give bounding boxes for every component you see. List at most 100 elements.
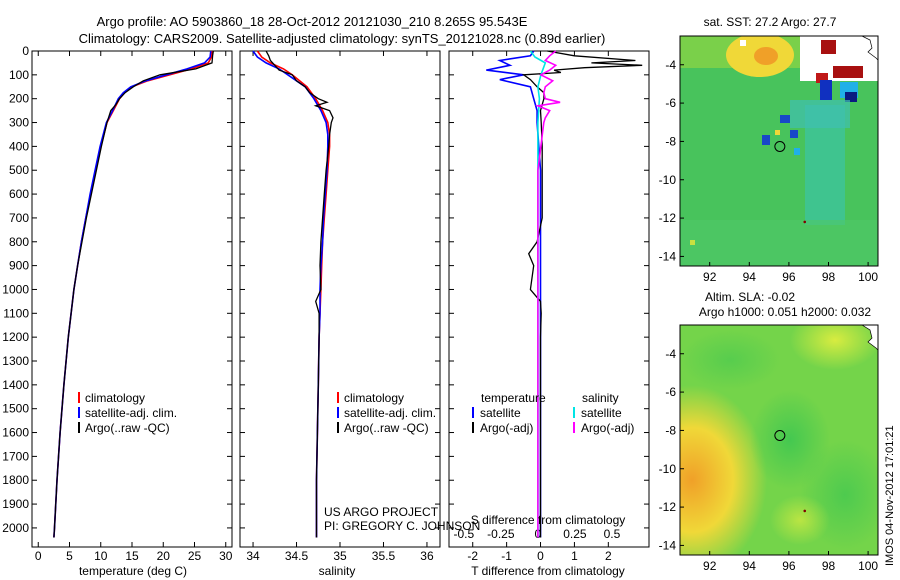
diff-legend-label-0: satellite [480, 406, 521, 420]
sla-map-frame [679, 324, 879, 556]
difference-s-label: S difference from climatology [471, 513, 626, 527]
sst-secondary-marker [803, 220, 807, 224]
y-tick-label-17: 1700 [2, 449, 29, 463]
sst-white-speck [740, 40, 746, 46]
y-tick-label-20: 2000 [2, 521, 29, 535]
credits-line2: PI: GREGORY C. JOHNSON [324, 519, 480, 533]
temp-x-tick-label-3: 15 [125, 549, 139, 563]
sla-map-ticks: 92 94 96 98 100 -4 -6 -8 -10 -12 -14 [659, 347, 879, 573]
diff-legend-label-3: Argo(-adj) [581, 421, 634, 435]
difference-s-x-ticks: -0.5 -0.25 0 0.25 0.5 [453, 527, 620, 541]
sla-argo-marker [774, 429, 786, 441]
map-y-tick-label-1: -6 [665, 96, 676, 110]
series-line-1 [53, 50, 212, 538]
sla-warm-anomaly [680, 385, 767, 555]
salinity-series [252, 50, 334, 538]
sst-south-band [680, 220, 878, 266]
sst-coastline [861, 36, 878, 61]
map-x-tick-label-3: 98 [822, 559, 836, 573]
map-y-tick-label-3: -10 [659, 173, 677, 187]
sst-cool-patch-3 [845, 92, 857, 102]
y-tick-label-14: 1400 [2, 378, 29, 392]
sla-map-title-2: Argo h1000: 0.051 h2000: 0.032 [699, 305, 871, 319]
sst-cool-patch-6 [762, 135, 770, 145]
map-x-tick-label-0: 92 [703, 559, 717, 573]
diff-legend-title-s: salinity [582, 391, 619, 405]
map-y-tick-label-1: -6 [665, 385, 676, 399]
ds-tick-label-3: 0.25 [563, 527, 587, 541]
temp-x-tick-label-5: 25 [188, 549, 202, 563]
diff-legend-label-1: Argo(-adj) [480, 421, 533, 435]
sla-green-north [680, 330, 780, 390]
map-y-tick-label-2: -8 [665, 134, 676, 148]
dt-x-tick-label-2: 0 [537, 549, 544, 563]
map-y-tick-label-0: -4 [665, 58, 676, 72]
salinity-x-ticks: 34 34.5 35 35.5 36 [246, 51, 434, 563]
dt-x-tick-label-1: -1 [501, 549, 512, 563]
dt-x-tick-label-0: -2 [467, 549, 478, 563]
sst-yellow-speck [775, 130, 780, 135]
temp-x-tick-label-4: 20 [157, 549, 171, 563]
ds-tick-label-1: -0.25 [487, 527, 515, 541]
y-tick-label-3: 300 [9, 116, 29, 130]
difference-t-x-ticks: -2 -1 0 1 2 [467, 51, 612, 563]
sst-map-ticks: 92 94 96 98 100 -4 -6 -8 -10 -12 -14 [659, 58, 879, 284]
header-line2: Climatology: CARS2009. Satellite-adjuste… [79, 31, 606, 46]
y-tick-label-1: 100 [9, 68, 29, 82]
map-y-tick-label-4: -12 [659, 500, 677, 514]
y-tick-label-12: 1200 [2, 330, 29, 344]
sla-yellow-south [770, 495, 830, 545]
temp-legend-label-0: climatology [85, 391, 145, 405]
sst-cool-patch-4 [780, 115, 790, 123]
sal-x-tick-label-3: 35.5 [372, 549, 396, 563]
sst-map-frame [679, 35, 879, 267]
temp-x-tick-label-6: 30 [219, 549, 233, 563]
map-x-tick-label-2: 96 [782, 559, 796, 573]
y-tick-label-8: 800 [9, 235, 29, 249]
temperature-series [53, 50, 214, 538]
sst-map-image [680, 36, 878, 266]
side-timestamp: IMOS 04-Nov-2012 17:01:21 [884, 425, 896, 566]
salinity-panel: 34 34.5 35 35.5 36 climatologysatellite-adj.… [239, 50, 480, 578]
map-x-tick-label-0: 92 [703, 270, 717, 284]
y-tick-label-0: 0 [22, 44, 29, 58]
header-line1: Argo profile: AO 5903860_18 28-Oct-2012 … [97, 14, 528, 29]
salinity-x-label: salinity [319, 564, 356, 578]
difference-legend: temperature salinitysatelliteArgo(-adj)sa… [472, 391, 634, 435]
map-y-tick-label-2: -8 [665, 423, 676, 437]
credits-line1: US ARGO PROJECT [324, 505, 439, 519]
y-tick-label-19: 1900 [2, 497, 29, 511]
sla-secondary-marker [803, 509, 807, 513]
sla-map-title-1: Altim. SLA: -0.02 [705, 290, 795, 304]
difference-plot-frame [448, 50, 650, 548]
y-tick-label-5: 500 [9, 163, 29, 177]
sst-south-speck [690, 240, 695, 245]
map-x-tick-label-2: 96 [782, 270, 796, 284]
temp-legend-label-1: satellite-adj. clim. [85, 406, 177, 420]
ds-tick-label-0: -0.5 [453, 527, 474, 541]
diff-legend-title-t: temperature [481, 391, 546, 405]
temperature-plot-frame [31, 50, 233, 548]
sal-legend-label-1: satellite-adj. clim. [344, 406, 436, 420]
map-y-tick-label-0: -4 [665, 347, 676, 361]
series-line-3 [534, 50, 561, 538]
sst-map-panel: sat. SST: 27.2 Argo: 27.7 [659, 15, 879, 284]
map-y-tick-label-4: -12 [659, 211, 677, 225]
sst-cool-patch-7 [794, 148, 800, 155]
difference-panel: -2 -1 0 1 2 -0.5 -0.25 0 0.25 0.5 temperature sal… [448, 50, 650, 578]
map-x-tick-label-1: 94 [743, 270, 757, 284]
sst-cloud-red-3 [816, 73, 828, 83]
y-tick-label-13: 1300 [2, 354, 29, 368]
dt-x-tick-label-3: 1 [571, 549, 578, 563]
series-line-1 [521, 50, 643, 538]
series-line-0 [486, 50, 542, 538]
sla-yellow-patch [790, 325, 878, 370]
map-x-tick-label-3: 98 [822, 270, 836, 284]
temp-x-tick-label-1: 5 [66, 549, 73, 563]
map-x-tick-label-4: 100 [858, 559, 878, 573]
sst-cloud-red-2 [833, 66, 863, 78]
temperature-x-label: temperature (deg C) [79, 564, 187, 578]
y-tick-label-4: 400 [9, 139, 29, 153]
